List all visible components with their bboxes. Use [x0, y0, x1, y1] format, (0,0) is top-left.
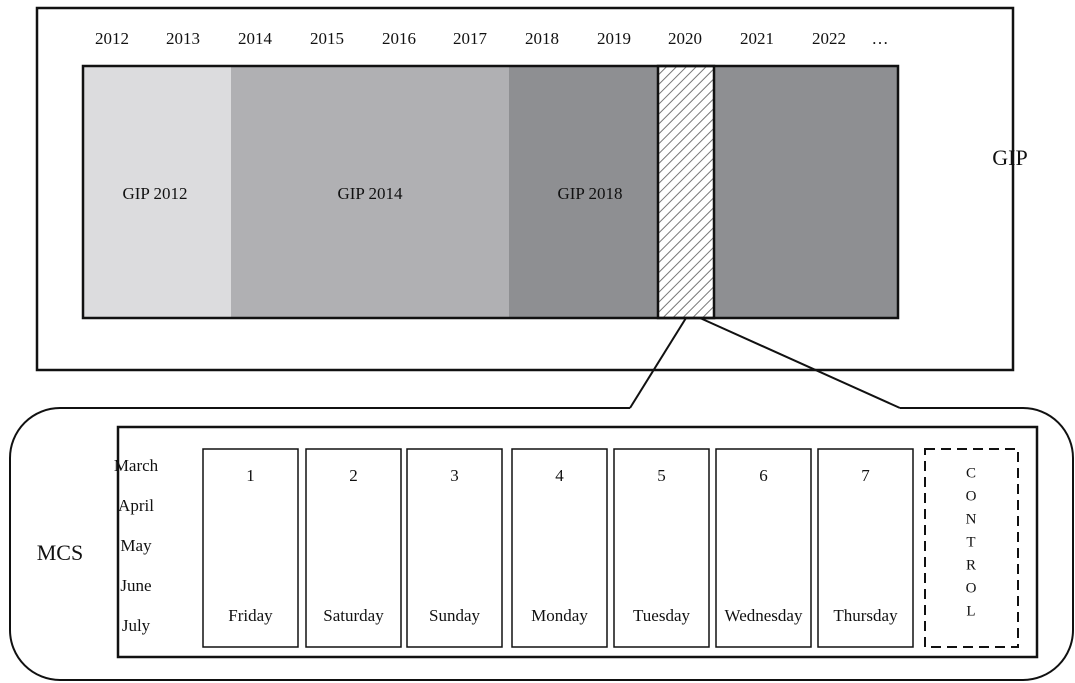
month-label: May [120, 536, 152, 555]
month-label: April [118, 496, 154, 515]
year-label: 2015 [310, 29, 344, 48]
day-box [817, 448, 914, 648]
control-letter: N [966, 511, 977, 527]
day-name: Thursday [833, 606, 898, 625]
year-label: 2021 [740, 29, 774, 48]
year-label: 2017 [453, 29, 488, 48]
year-label: 2014 [238, 29, 273, 48]
gip-frame [35, 6, 1015, 372]
day-box [406, 448, 503, 648]
control-box [924, 448, 1019, 648]
mcs-label: MCS [37, 540, 83, 565]
block-label: GIP 2018 [557, 184, 622, 203]
day-number: 4 [555, 466, 564, 485]
day-number: 7 [861, 466, 870, 485]
day-number: 3 [450, 466, 459, 485]
year-label: 2013 [166, 29, 200, 48]
day-name: Sunday [429, 606, 481, 625]
year-label: 2019 [597, 29, 631, 48]
year-label: … [872, 29, 889, 48]
month-label: March [114, 456, 159, 475]
day-box [305, 448, 402, 648]
day-number: 5 [657, 466, 666, 485]
year-label: 2018 [525, 29, 559, 48]
day-name: Wednesday [725, 606, 803, 625]
block-label: GIP 2014 [337, 184, 403, 203]
block-label: GIP 2012 [122, 184, 187, 203]
control-letter: L [966, 603, 975, 619]
callout-line [629, 317, 687, 409]
block-2018 [509, 66, 658, 318]
control-letter: O [966, 488, 977, 504]
day-name: Monday [531, 606, 588, 625]
callout-line [699, 317, 901, 409]
year-label: 2012 [95, 29, 129, 48]
day-box [613, 448, 710, 648]
month-label: June [120, 576, 151, 595]
block-2012 [83, 66, 231, 318]
timeline-frame [81, 64, 900, 320]
day-number: 6 [759, 466, 768, 485]
day-box [511, 448, 608, 648]
day-name: Saturday [323, 606, 384, 625]
block-2014 [231, 66, 509, 318]
day-box [202, 448, 299, 648]
control-letter: C [966, 465, 976, 481]
gip-label: GIP [992, 145, 1027, 170]
day-name: Friday [228, 606, 273, 625]
month-label: July [122, 616, 151, 635]
control-letter: R [966, 557, 976, 573]
day-name: Tuesday [633, 606, 690, 625]
block-2020 [656, 64, 716, 320]
year-label: 2016 [382, 29, 416, 48]
year-label: 2020 [668, 29, 702, 48]
mcs-inner-frame [116, 425, 1039, 659]
control-letter: T [966, 534, 975, 550]
block-current [714, 66, 898, 318]
day-number: 1 [246, 466, 255, 485]
day-number: 2 [349, 466, 358, 485]
mcs-frame [9, 407, 1074, 681]
day-box [715, 448, 812, 648]
control-letter: O [966, 580, 977, 596]
year-label: 2022 [812, 29, 846, 48]
